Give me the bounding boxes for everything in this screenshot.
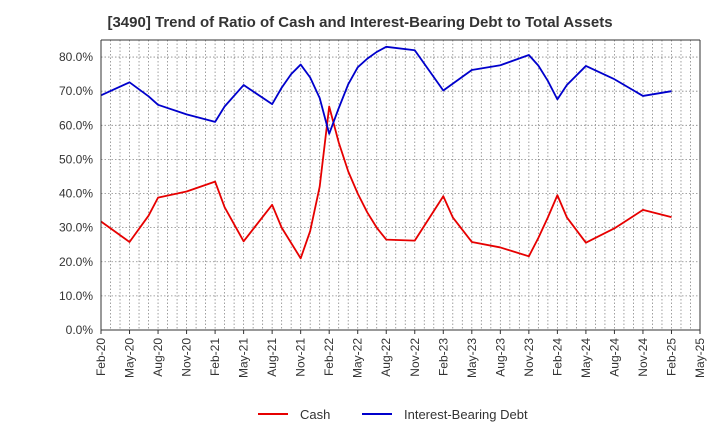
- y-tick-label: 50.0%: [59, 152, 93, 166]
- chart-title: [3490] Trend of Ratio of Cash and Intere…: [107, 14, 613, 31]
- x-tick-label: Nov-22: [408, 338, 422, 377]
- y-tick-label: 30.0%: [59, 221, 93, 235]
- x-tick-label: Aug-20: [151, 338, 165, 377]
- y-tick-label: 70.0%: [59, 84, 93, 98]
- series-layer: [100, 45, 672, 260]
- series-line-interest-bearing-debt: [100, 45, 672, 135]
- x-tick-label: May-23: [465, 338, 479, 378]
- axis-layer: 0.0% 10.0% 20.0% 30.0% 40.0% 50.0% 60.0% 70.0% 8…: [59, 39, 707, 378]
- series-line-cash: [100, 105, 672, 260]
- y-tick-label: 20.0%: [59, 255, 93, 269]
- x-tick-label: Nov-23: [522, 338, 536, 377]
- x-tick-label: Feb-23: [436, 338, 450, 376]
- y-tick-label: 10.0%: [59, 289, 93, 303]
- legend: Cash Interest-Bearing Debt: [258, 407, 528, 422]
- x-tick-label: Aug-22: [379, 338, 393, 377]
- x-tick-label: Feb-21: [208, 338, 222, 376]
- x-tick-label: Aug-24: [607, 338, 621, 377]
- x-tick-label: Feb-25: [664, 338, 678, 376]
- legend-label: Cash: [300, 407, 330, 422]
- x-tick-label: Aug-21: [265, 338, 279, 377]
- x-tick-label: Feb-20: [94, 338, 108, 376]
- x-tick-label: Nov-20: [180, 338, 194, 377]
- x-tick-label: May-25: [693, 338, 707, 378]
- y-tick-label: 40.0%: [59, 187, 93, 201]
- y-tick-label: 60.0%: [59, 118, 93, 132]
- x-tick-label: May-21: [237, 338, 251, 378]
- x-tick-label: Feb-22: [322, 338, 336, 376]
- x-tick-label: Nov-24: [636, 338, 650, 377]
- x-tick-label: Aug-23: [493, 338, 507, 377]
- plot-area: [101, 40, 700, 330]
- x-tick-label: May-24: [579, 338, 593, 378]
- x-tick-label: May-20: [123, 338, 137, 378]
- y-tick-label: 0.0%: [66, 323, 94, 337]
- x-tick-label: May-22: [351, 338, 365, 378]
- x-tick-label: Feb-24: [550, 338, 564, 376]
- y-tick-label: 80.0%: [59, 50, 93, 64]
- x-tick-label: Nov-21: [294, 338, 308, 377]
- legend-label: Interest-Bearing Debt: [404, 407, 528, 422]
- grid-layer: [100, 40, 701, 331]
